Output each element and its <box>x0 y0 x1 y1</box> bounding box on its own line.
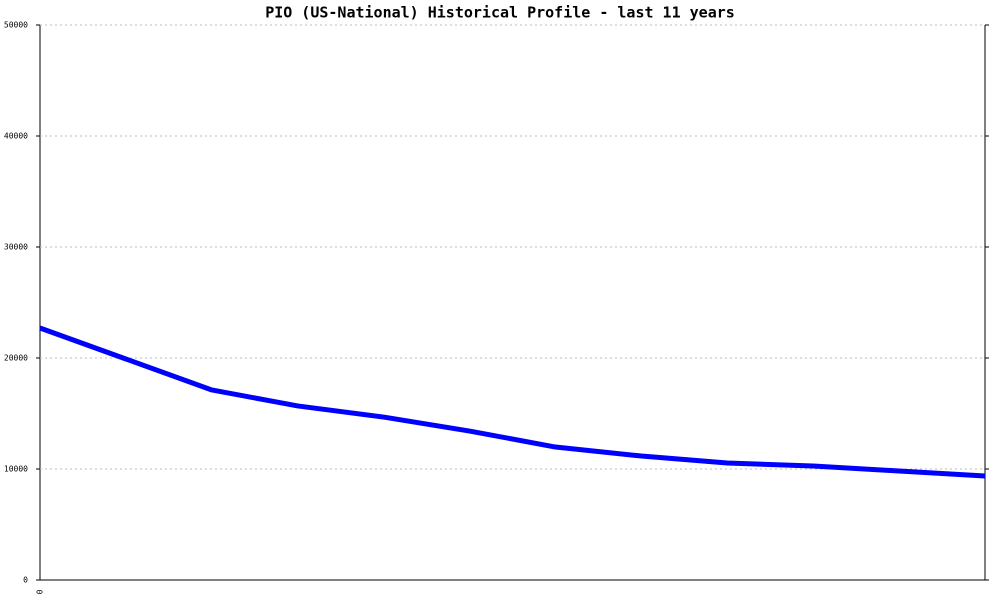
y-tick-label: 10000 <box>4 465 28 474</box>
x-tick-label: 0 <box>36 589 45 594</box>
y-tick-label: 40000 <box>4 132 28 141</box>
data-line <box>39 325 986 479</box>
y-tick-label: 20000 <box>4 354 28 363</box>
chart-title: PIO (US-National) Historical Profile - l… <box>265 4 735 22</box>
y-tick-label: 30000 <box>4 243 28 252</box>
y-tick-label: 50000 <box>4 21 28 30</box>
y-tick-label: 0 <box>23 576 28 585</box>
